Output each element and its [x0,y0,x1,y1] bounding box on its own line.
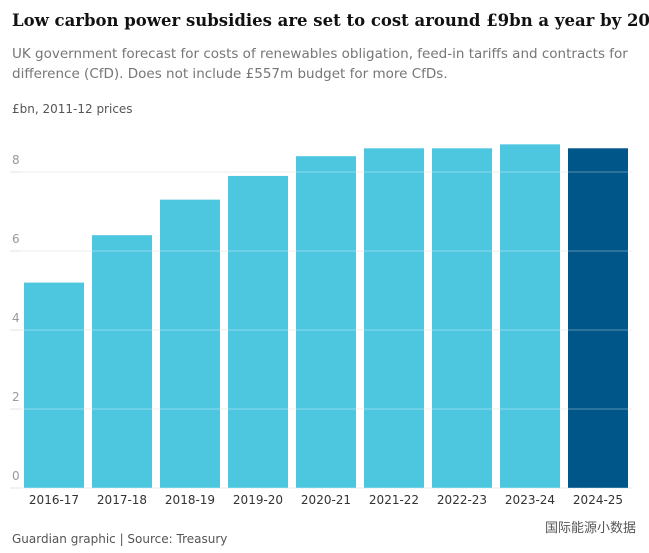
x-tick-label: 2024-25 [573,493,623,507]
x-tick-label: 2022-23 [437,493,487,507]
bar [92,235,152,488]
source: Guardian graphic | Source: Treasury [12,532,227,546]
y-tick-label: 2 [12,390,20,404]
x-tick-label: 2021-22 [369,493,419,507]
bar [228,175,288,488]
x-tick-label: 2016-17 [29,493,79,507]
y-axis-label: £bn, 2011-12 prices [12,102,133,116]
bar [296,156,356,488]
chart-title: Low carbon power subsidies are set to co… [12,11,649,30]
bar [24,282,84,488]
chart-subtitle: UK government forecast for costs of rene… [12,46,628,82]
y-tick-label: 6 [12,232,20,246]
bar [568,148,628,489]
x-tick-label: 2017-18 [97,493,147,507]
x-tick-label: 2023-24 [505,493,555,507]
bar [364,148,424,489]
bar [160,199,220,488]
y-tick-label: 8 [12,153,20,167]
bar [432,148,492,489]
watermark: 国际能源小数据 [545,521,636,536]
x-tick-label: 2020-21 [301,493,351,507]
bar [500,144,560,488]
y-tick-label: 0 [12,469,20,483]
y-tick-label: 4 [12,311,20,325]
x-tick-label: 2018-19 [165,493,215,507]
subtitle-box: UK government forecast for costs of rene… [12,46,628,82]
x-tick-label: 2019-20 [233,493,283,507]
